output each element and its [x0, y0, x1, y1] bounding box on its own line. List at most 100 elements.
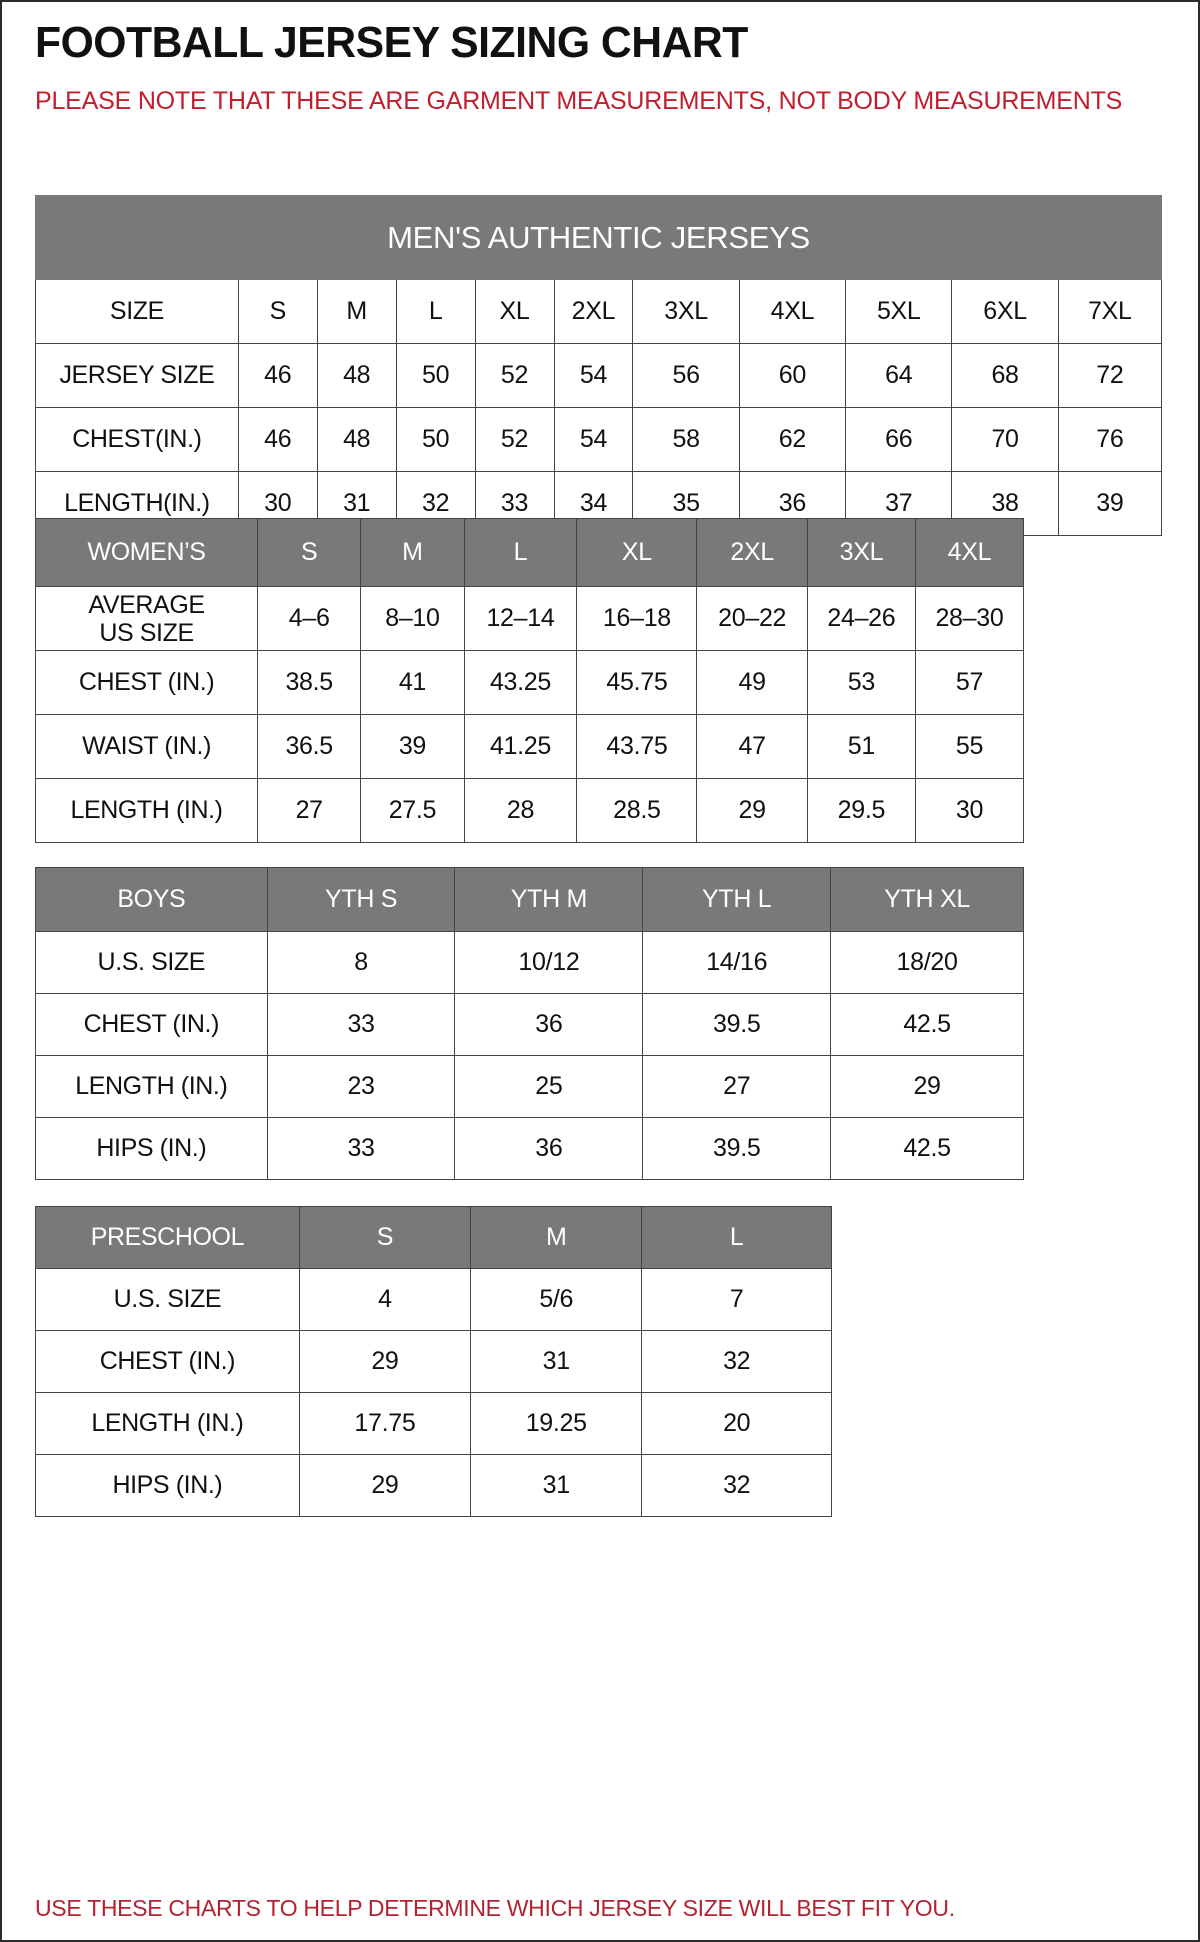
preschool-jerseys-table: PRESCHOOL S M L U.S. SIZE 4 5/6 7 CHEST (IN.) 29 3… — [35, 1206, 832, 1517]
table-cell: 51 — [806, 714, 916, 779]
mens-authentic-jerseys-table: MEN'S AUTHENTIC JERSEYS SIZE S M L XL 2XL 3XL 4X… — [35, 195, 1163, 536]
column-header-size: S — [237, 279, 318, 344]
table-cell: 33 — [266, 1117, 456, 1180]
table-cell: 72 — [1057, 343, 1163, 408]
table-cell: 39 — [1057, 471, 1163, 536]
row-label: HIPS (IN.) — [35, 1117, 268, 1180]
column-header-size: 4XL — [738, 279, 847, 344]
table-cell: 58 — [632, 407, 740, 472]
table-cell: 39.5 — [642, 993, 832, 1056]
table-cell: 10/12 — [454, 931, 644, 994]
table-cell: 66 — [845, 407, 953, 472]
row-label: CHEST (IN.) — [35, 1330, 300, 1393]
row-label: LENGTH (IN.) — [35, 1055, 268, 1118]
table-row: AVERAGE US SIZE 4–6 8–10 12–14 16–18 20–22 24–2… — [34, 586, 1025, 651]
column-header-size: 3XL — [806, 518, 916, 587]
table-cell: 25 — [454, 1055, 644, 1118]
table-cell: 8 — [266, 931, 456, 994]
row-label: CHEST (IN.) — [34, 650, 259, 715]
table-cell: 49 — [696, 650, 808, 715]
table-row: CHEST (IN.) 33 36 39.5 42.5 — [35, 993, 1024, 1056]
table-cell: 70 — [951, 407, 1059, 472]
table-cell: 29 — [830, 1055, 1024, 1118]
column-header-size: 4XL — [914, 518, 1025, 587]
table-cell: 28.5 — [576, 778, 698, 843]
table-cell: 38.5 — [257, 650, 362, 715]
table-cell: 68 — [951, 343, 1059, 408]
column-header-label: PRESCHOOL — [35, 1206, 300, 1269]
column-header-size: L — [641, 1206, 832, 1269]
column-header-size: YTH M — [454, 867, 644, 932]
row-label: LENGTH (IN.) — [35, 1392, 300, 1455]
table-cell: 46 — [237, 407, 318, 472]
table-cell: 76 — [1057, 407, 1163, 472]
table-cell: 53 — [806, 650, 916, 715]
row-label: CHEST(IN.) — [35, 407, 239, 472]
table-cell: 28–30 — [914, 586, 1025, 651]
table-cell: 23 — [266, 1055, 456, 1118]
table-cell: 4 — [298, 1268, 472, 1331]
table-cell: 32 — [641, 1330, 832, 1393]
table-cell: 50 — [395, 407, 476, 472]
table-cell: 4–6 — [257, 586, 362, 651]
page-title: FOOTBALL JERSEY SIZING CHART — [35, 18, 748, 67]
column-header-label: BOYS — [35, 867, 268, 932]
column-header-size: M — [360, 518, 465, 587]
table-cell: 36 — [454, 993, 644, 1056]
table-row: CHEST (IN.) 29 31 32 — [35, 1330, 832, 1393]
row-label: HIPS (IN.) — [35, 1454, 300, 1517]
table-cell: 43.75 — [576, 714, 698, 779]
column-header-size: YTH XL — [830, 867, 1024, 932]
table-cell: 41 — [360, 650, 465, 715]
table-cell: 36 — [454, 1117, 644, 1180]
table-cell: 36.5 — [257, 714, 362, 779]
garment-measurement-note: PLEASE NOTE THAT THESE ARE GARMENT MEASU… — [35, 87, 1123, 115]
table-cell: 48 — [316, 407, 397, 472]
table-cell: 31 — [470, 1330, 643, 1393]
table-cell: 28 — [463, 778, 578, 843]
column-header-size: S — [257, 518, 362, 587]
table-row: U.S. SIZE 8 10/12 14/16 18/20 — [35, 931, 1024, 994]
column-header-size: 3XL — [632, 279, 740, 344]
column-header-label: SIZE — [35, 279, 239, 344]
table-row: HIPS (IN.) 33 36 39.5 42.5 — [35, 1117, 1024, 1180]
table-cell: 48 — [316, 343, 397, 408]
table-banner-title: MEN'S AUTHENTIC JERSEYS — [35, 195, 1162, 280]
table-cell: 52 — [474, 343, 555, 408]
row-label-line-1: AVERAGE — [88, 590, 205, 619]
table-cell: 27 — [257, 778, 362, 843]
table-cell: 42.5 — [830, 1117, 1024, 1180]
column-header-size: S — [298, 1206, 472, 1269]
table-cell: 39 — [360, 714, 465, 779]
column-header-size: 2XL — [553, 279, 634, 344]
table-cell: 20 — [641, 1392, 832, 1455]
table-row: CHEST(IN.) 46 48 50 52 54 58 62 66 70 76 — [35, 407, 1163, 472]
table-cell: 42.5 — [830, 993, 1024, 1056]
footer-note: USE THESE CHARTS TO HELP DETERMINE WHICH… — [35, 1895, 955, 1921]
table-cell: 18/20 — [830, 931, 1024, 994]
table-cell: 16–18 — [576, 586, 698, 651]
table-cell: 54 — [553, 343, 634, 408]
column-header-size: 6XL — [951, 279, 1059, 344]
column-header-size: M — [316, 279, 397, 344]
column-header-size: 5XL — [845, 279, 953, 344]
table-banner-row: MEN'S AUTHENTIC JERSEYS — [35, 195, 1162, 280]
column-header-size: XL — [576, 518, 698, 587]
table-cell: 52 — [474, 407, 555, 472]
table-cell: 27 — [642, 1055, 832, 1118]
table-row: LENGTH (IN.) 17.75 19.25 20 — [35, 1392, 832, 1455]
table-cell: 41.25 — [463, 714, 578, 779]
table-cell: 50 — [395, 343, 476, 408]
table-cell: 47 — [696, 714, 808, 779]
table-cell: 17.75 — [298, 1392, 472, 1455]
table-cell: 29 — [298, 1454, 472, 1517]
column-header-size: XL — [474, 279, 555, 344]
table-cell: 31 — [470, 1454, 643, 1517]
row-label: LENGTH (IN.) — [34, 778, 259, 843]
table-cell: 7 — [641, 1268, 832, 1331]
column-header-size: 2XL — [696, 518, 808, 587]
table-cell: 8–10 — [360, 586, 465, 651]
table-cell: 46 — [237, 343, 318, 408]
table-row: LENGTH (IN.) 23 25 27 29 — [35, 1055, 1024, 1118]
